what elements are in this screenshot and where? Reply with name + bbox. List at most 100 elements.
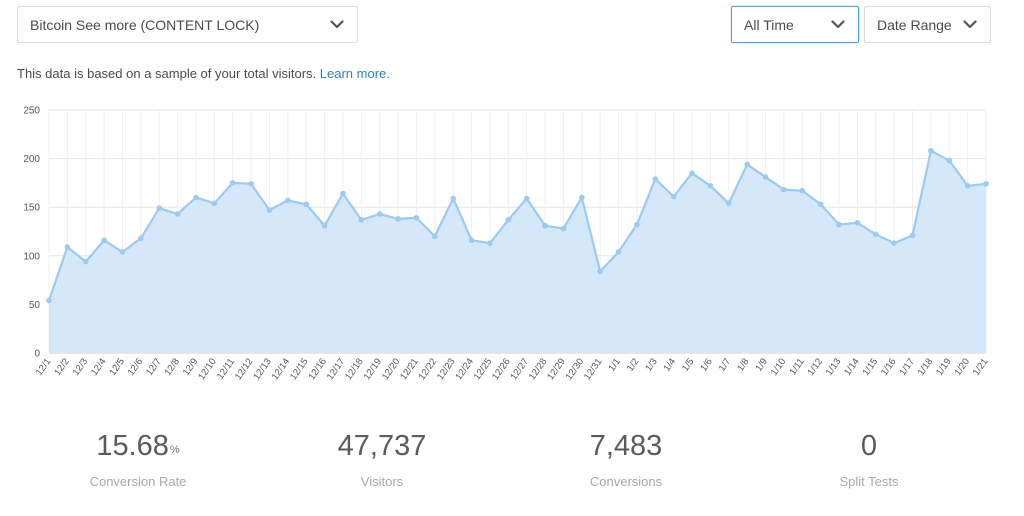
x-tick-label: 1/8 (735, 356, 752, 373)
data-point (964, 183, 971, 189)
data-point (579, 194, 585, 201)
x-tick-label: 12/2 (52, 356, 72, 377)
data-point (119, 249, 126, 255)
data-point (744, 161, 750, 168)
stat-label: Conversion Rate (89, 474, 187, 489)
stat-value: 47,737 (337, 430, 427, 462)
data-point (156, 205, 163, 211)
stat-visitors: 47,737 Visitors (282, 428, 482, 489)
sample-notice: This data is based on a sample of your t… (17, 66, 390, 81)
learn-more-link[interactable]: Learn more. (319, 66, 390, 81)
data-point (854, 219, 861, 226)
data-point (64, 244, 71, 250)
x-tick-label: 12/7 (144, 356, 164, 377)
data-point (542, 222, 548, 229)
data-point (468, 237, 475, 244)
data-point (615, 249, 622, 255)
y-tick-label: 100 (23, 251, 40, 262)
data-point (432, 233, 438, 240)
data-point (450, 195, 456, 202)
x-tick-label: 1/1 (606, 356, 623, 373)
stat-label: Visitors (360, 474, 404, 489)
x-tick-label: 12/21 (398, 356, 421, 382)
stat-split-tests: 0 Split Tests (769, 428, 969, 489)
x-tick-label: 1/4 (662, 356, 679, 373)
chart-points (46, 148, 989, 304)
date-range-select[interactable]: Date Range (864, 6, 991, 43)
data-point (928, 148, 934, 154)
data-point (946, 157, 953, 164)
x-tick-label: 12/4 (89, 356, 109, 377)
y-tick-label: 200 (23, 154, 40, 165)
data-point (138, 235, 144, 242)
x-tick-label: 1/6 (698, 356, 715, 373)
data-point (229, 180, 236, 186)
x-tick-label: 12/28 (527, 356, 550, 382)
x-tick-label: 12/10 (196, 356, 219, 382)
data-point (781, 186, 787, 193)
x-tick-label: 1/17 (897, 356, 917, 377)
data-point (211, 200, 218, 207)
y-tick-label: 250 (23, 106, 40, 117)
x-tick-label: 1/19 (934, 356, 954, 377)
y-tick-label: 0 (34, 349, 40, 360)
data-point (891, 240, 897, 246)
x-tick-label: 1/3 (643, 356, 660, 373)
data-point (413, 215, 420, 221)
chevron-down-icon (962, 17, 978, 33)
x-tick-label: 12/14 (270, 356, 293, 382)
stat-value: 15.68% (96, 430, 180, 462)
data-point (395, 216, 401, 222)
x-tick-label: 12/13 (251, 356, 274, 382)
data-point (193, 194, 199, 201)
stat-value: 7,483 (589, 430, 663, 462)
x-tick-label: 12/8 (162, 356, 182, 377)
x-tick-label: 1/2 (625, 356, 642, 373)
data-point (505, 217, 512, 223)
data-point (248, 181, 254, 187)
x-tick-label: 12/27 (508, 356, 531, 382)
x-tick-label: 12/11 (215, 356, 237, 381)
x-tick-label: 12/16 (306, 356, 329, 382)
campaign-select-label: Bitcoin See more (CONTENT LOCK) (30, 16, 260, 33)
x-tick-label: 1/13 (824, 356, 844, 377)
data-point (560, 225, 567, 232)
x-tick-label: 12/6 (126, 356, 146, 377)
data-point (836, 221, 842, 228)
data-point (46, 297, 52, 304)
chart-area (47, 149, 987, 353)
x-tick-label: 1/5 (680, 356, 697, 373)
data-point (174, 211, 181, 217)
data-point (652, 176, 659, 182)
data-point (266, 207, 273, 213)
sample-notice-text: This data is based on a sample of your t… (17, 66, 317, 81)
data-point (597, 268, 603, 275)
x-tick-label: 1/18 (916, 356, 936, 377)
y-tick-label: 50 (29, 300, 41, 311)
data-point (762, 174, 769, 180)
data-point (799, 187, 806, 194)
data-point (487, 240, 493, 246)
chevron-down-icon (830, 17, 846, 33)
data-point (101, 237, 107, 244)
y-axis-ticks: 0 50 100 150 200 250 (23, 106, 40, 360)
data-point (983, 181, 989, 187)
date-range-label: Date Range (877, 16, 952, 33)
x-tick-label: 12/31 (582, 356, 605, 382)
data-point (725, 200, 732, 207)
x-tick-label: 1/12 (805, 356, 825, 377)
x-tick-label: 1/14 (842, 356, 862, 377)
stat-label: Conversions (589, 474, 663, 489)
series-area (49, 150, 986, 353)
data-point (340, 190, 346, 197)
x-tick-label: 12/1 (34, 356, 54, 377)
x-tick-label: 1/9 (753, 356, 770, 373)
x-tick-label: 12/26 (490, 356, 513, 382)
x-tick-label: 12/25 (472, 356, 495, 382)
x-tick-label: 1/21 (971, 356, 991, 377)
data-point (817, 201, 824, 208)
x-tick-label: 1/20 (952, 356, 972, 377)
time-period-select[interactable]: All Time (731, 6, 859, 43)
x-tick-label: 12/5 (107, 356, 127, 377)
campaign-select[interactable]: Bitcoin See more (CONTENT LOCK) (17, 6, 358, 43)
